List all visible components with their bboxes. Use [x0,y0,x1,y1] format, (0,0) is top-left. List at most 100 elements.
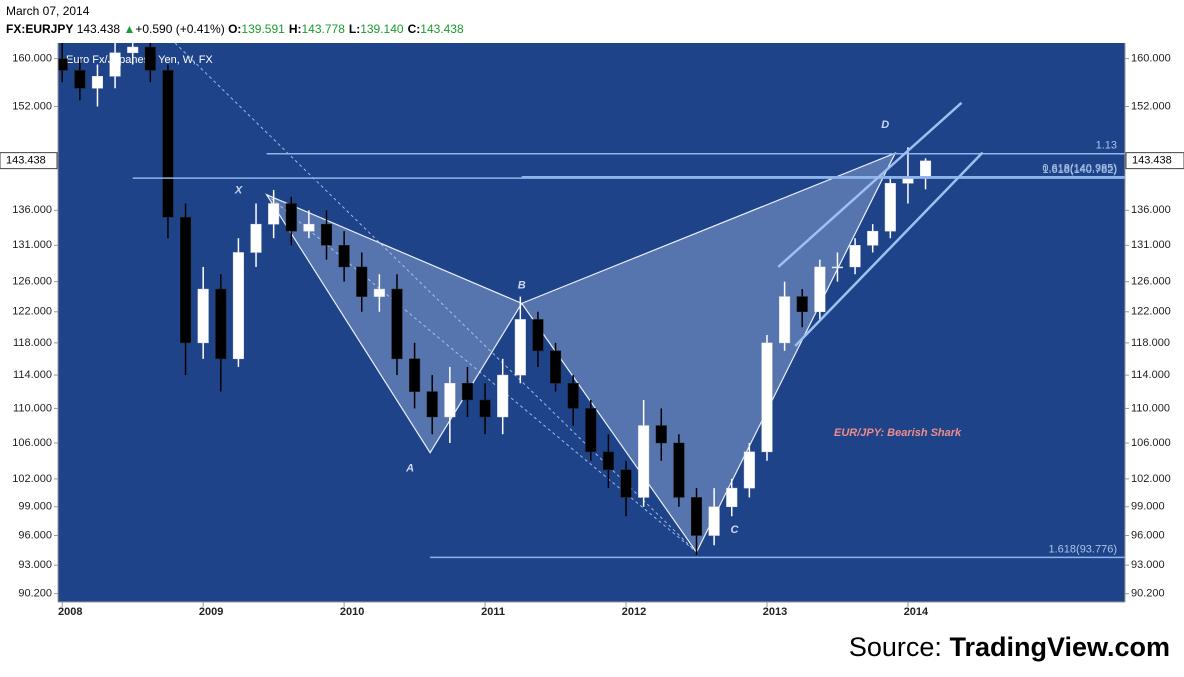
y-tick-label: 152.000 [12,100,52,112]
candle-body [461,383,473,401]
y-tick-label: 114.000 [1131,369,1170,381]
y-tick-label: 131.000 [12,239,52,251]
ohlc-label: L: [348,22,361,36]
source: Source: TradingView.com [849,632,1170,663]
y-tick-label: 118.000 [13,337,52,349]
pattern-label: A [405,463,414,475]
y-tick-label: 114.000 [13,369,52,381]
last-price-label: 143.438 [1132,155,1172,167]
candle-body [426,391,438,418]
y-tick-label: 93.000 [1131,559,1165,571]
x-tick-label: 2012 [622,606,646,618]
candle-body [144,46,156,71]
ohlc-label: O: [228,22,242,36]
candle-body [884,183,896,232]
plot: Euro Fx/Japanese Yen, W, FX 1.13 1.618(140… [58,43,1125,559]
pattern-label: D [881,119,889,131]
y-tick-label: 136.000 [1131,204,1171,216]
candle-body [655,425,667,444]
pattern-label: X [234,185,243,197]
last-price-box [1125,152,1184,170]
ohlc-value: 139.591 [241,22,285,36]
candle-body [268,203,280,225]
candle-body [58,58,68,71]
candle-body [250,223,262,253]
level-label: 1.618(93.776) [1049,543,1118,555]
level-label: 0.618(140.985) [1042,163,1117,175]
candle-body [532,319,544,352]
y-tick-label: 96.000 [18,529,52,541]
ohlc-value: 139.140 [360,22,404,36]
y-tick-label: 90.200 [18,588,52,600]
candle-body [91,76,104,89]
candle-body [708,506,720,536]
candle-body [602,451,614,471]
arrow: ▲ [123,22,136,36]
y-tick-label: 96.000 [1131,529,1165,541]
symbol: FX:EURJPY [6,22,74,36]
candle-body [303,223,315,232]
pattern-label: B [518,279,526,291]
ohlc: O:139.591 H:143.778 L:139.140 C:143.438 [228,22,468,36]
x-tick-label: 2010 [340,606,364,618]
last-price-box [0,152,58,170]
y-tick-label: 110.000 [1131,402,1170,414]
candle-body [796,296,808,313]
candle-body [444,383,456,418]
y-tick-label: 152.000 [1131,100,1171,112]
candle-body [127,46,139,54]
candle-body [726,487,738,508]
candle-body [180,216,192,344]
ohlc-value: 143.778 [301,22,345,36]
candle-body [761,342,773,453]
candle-body [162,70,174,218]
x-tick-label: 2008 [58,606,82,618]
y-tick-label: 131.000 [1131,239,1171,251]
source-site: TradingView.com [949,632,1170,662]
source-prefix: Source: [848,632,942,662]
last-price-label: 143.438 [6,155,46,167]
ohlc-value: 143.438 [420,22,464,36]
candle-body [232,252,244,360]
y-tick-label: 118.000 [1131,337,1170,349]
chart: Euro Fx/Japanese Yen, W, FX 1.13 1.618(140… [0,43,1184,618]
candle-body [920,160,932,177]
quote-line: FX:EURJPY 143.438 ▲+0.590 (+0.41%) O:139… [6,20,468,38]
candle-body [74,70,86,89]
x-tick-label: 2013 [763,606,787,618]
last: 143.438 [76,22,121,36]
candle-body [567,383,579,409]
candle-body [320,223,333,246]
level-label: 1.13 [1096,140,1117,152]
level-label: 1.618(140.782) [1042,164,1117,176]
x-tick-label: 2009 [199,606,223,618]
candle-body [373,288,385,297]
candle-body [497,374,509,418]
candle-body [391,288,403,360]
candle-body [585,408,597,453]
ohlc-label: C: [407,22,421,36]
candle-body [673,442,685,498]
candle-body [514,319,526,376]
pattern-triangle [520,151,897,554]
candle-body [338,245,350,268]
y-tick-label: 110.000 [13,402,52,414]
candle-body [779,296,791,344]
y-tick-label: 106.000 [12,437,52,449]
candle-body [814,266,826,313]
y-tick-label: 93.000 [18,559,52,571]
y-tick-label: 122.000 [12,306,52,318]
ohlc-label: H: [288,22,302,36]
candle-body [849,245,861,268]
y-tick-label: 160.000 [12,53,52,65]
candle-body [356,266,368,297]
y-tick-label: 99.000 [1131,501,1165,513]
candle-body [690,497,703,536]
candle-body [197,288,209,344]
annotation: EUR/JPY: Bearish Shark [834,427,962,439]
candle-body [867,230,879,246]
y-tick-label: 160.000 [1131,53,1171,65]
y-tick-label: 99.000 [18,501,52,513]
y-tick-label: 136.000 [12,204,52,216]
